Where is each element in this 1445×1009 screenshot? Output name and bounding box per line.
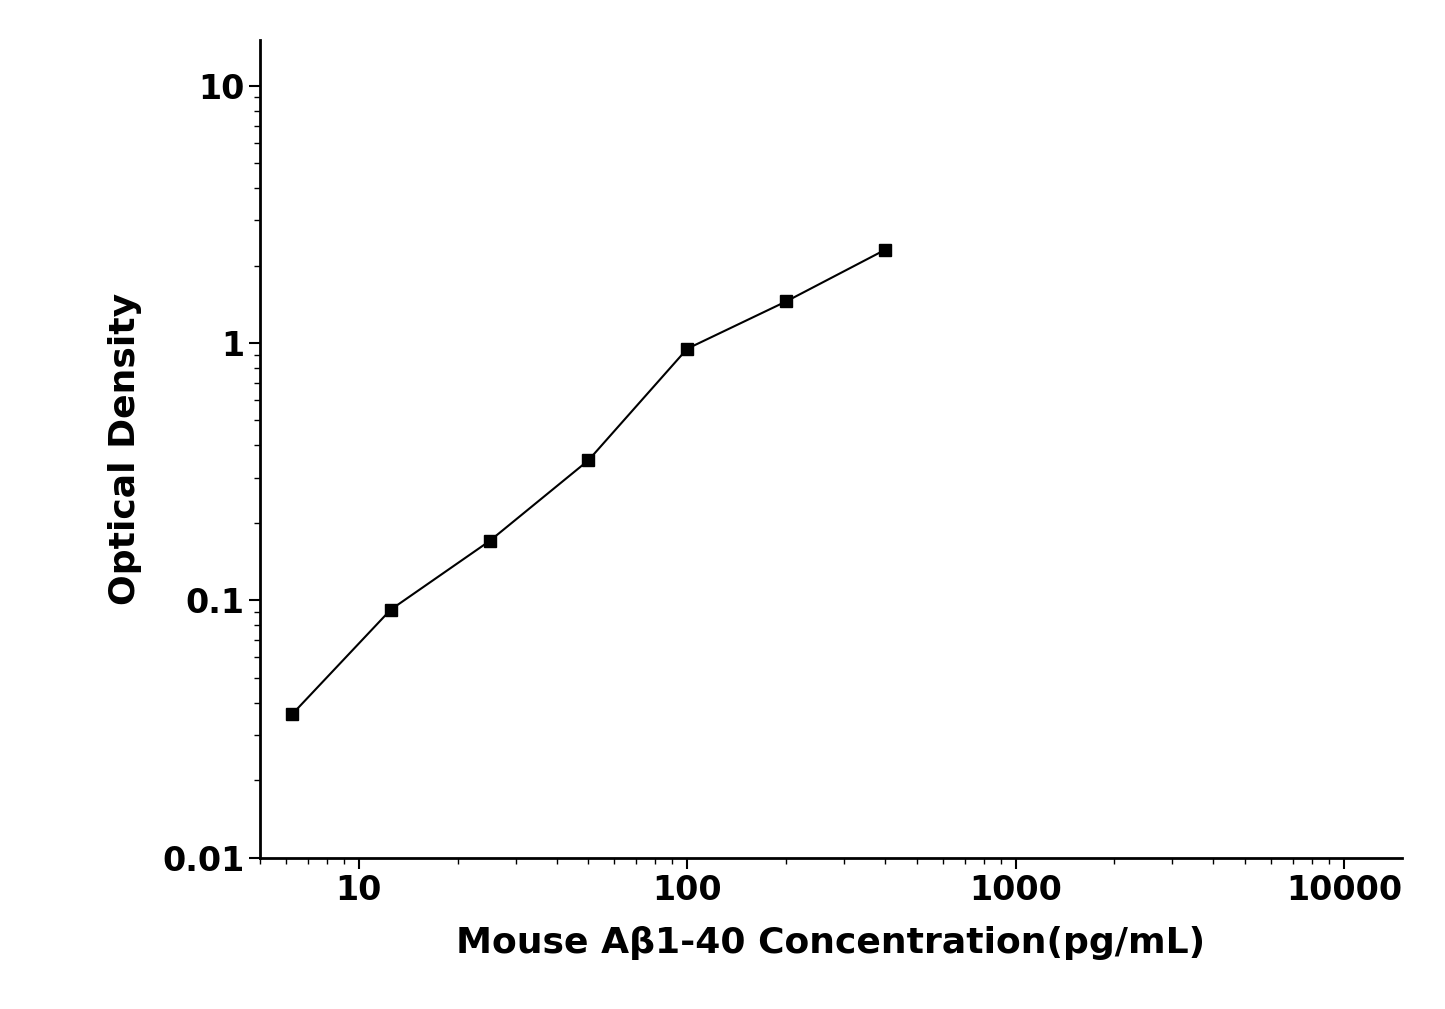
X-axis label: Mouse Aβ1-40 Concentration(pg/mL): Mouse Aβ1-40 Concentration(pg/mL): [457, 926, 1205, 961]
Y-axis label: Optical Density: Optical Density: [108, 293, 143, 605]
